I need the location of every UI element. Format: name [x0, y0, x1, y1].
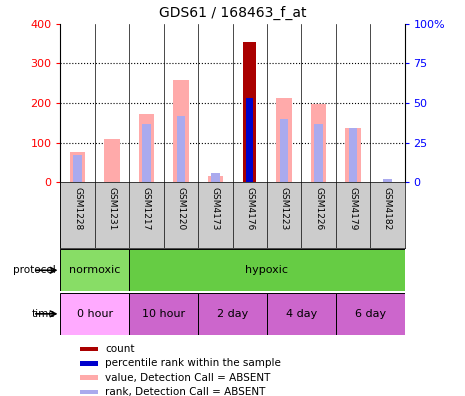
Text: count: count [105, 344, 134, 354]
Bar [173, 80, 189, 182]
Bar [267, 293, 336, 335]
Text: GSM4179: GSM4179 [348, 187, 358, 231]
Bar [207, 176, 223, 182]
Text: GSM1226: GSM1226 [314, 187, 323, 230]
Text: GSM1228: GSM1228 [73, 187, 82, 230]
Bar [60, 249, 129, 291]
Bar [349, 128, 357, 182]
Text: time: time [32, 309, 56, 319]
Text: normoxic: normoxic [69, 265, 120, 275]
Bar [73, 155, 82, 182]
Bar [243, 42, 256, 182]
Bar [129, 293, 198, 335]
Bar [246, 98, 253, 182]
Text: 6 day: 6 day [355, 309, 385, 319]
Text: GSM1231: GSM1231 [107, 187, 117, 231]
Text: 0 hour: 0 hour [77, 309, 113, 319]
Bar [345, 128, 361, 182]
Bar [383, 179, 392, 182]
Text: GSM1217: GSM1217 [142, 187, 151, 231]
Bar [80, 361, 99, 366]
Bar [211, 173, 219, 182]
Text: GSM4182: GSM4182 [383, 187, 392, 230]
Bar [142, 124, 151, 182]
Bar [80, 375, 99, 380]
Text: percentile rank within the sample: percentile rank within the sample [105, 358, 281, 368]
Text: hypoxic: hypoxic [246, 265, 288, 275]
Bar [311, 104, 326, 182]
Bar [60, 293, 129, 335]
Bar [139, 114, 154, 182]
Text: rank, Detection Call = ABSENT: rank, Detection Call = ABSENT [105, 387, 266, 396]
Text: 10 hour: 10 hour [142, 309, 185, 319]
Bar [177, 116, 185, 182]
Text: protocol: protocol [13, 265, 56, 275]
Text: value, Detection Call = ABSENT: value, Detection Call = ABSENT [105, 373, 271, 383]
Bar [314, 124, 323, 182]
Text: 2 day: 2 day [217, 309, 248, 319]
Text: GSM4176: GSM4176 [245, 187, 254, 231]
Text: 4 day: 4 day [286, 309, 317, 319]
Bar [80, 346, 99, 351]
Text: GSM4173: GSM4173 [211, 187, 220, 231]
Text: GSM1223: GSM1223 [279, 187, 289, 230]
Bar [70, 152, 86, 182]
Text: GSM1220: GSM1220 [176, 187, 186, 230]
Title: GDS61 / 168463_f_at: GDS61 / 168463_f_at [159, 6, 306, 20]
Bar [104, 139, 120, 182]
Bar [80, 390, 99, 394]
Bar [129, 249, 405, 291]
Bar [336, 293, 405, 335]
Bar [276, 98, 292, 182]
Bar [280, 119, 288, 182]
Bar [198, 293, 267, 335]
